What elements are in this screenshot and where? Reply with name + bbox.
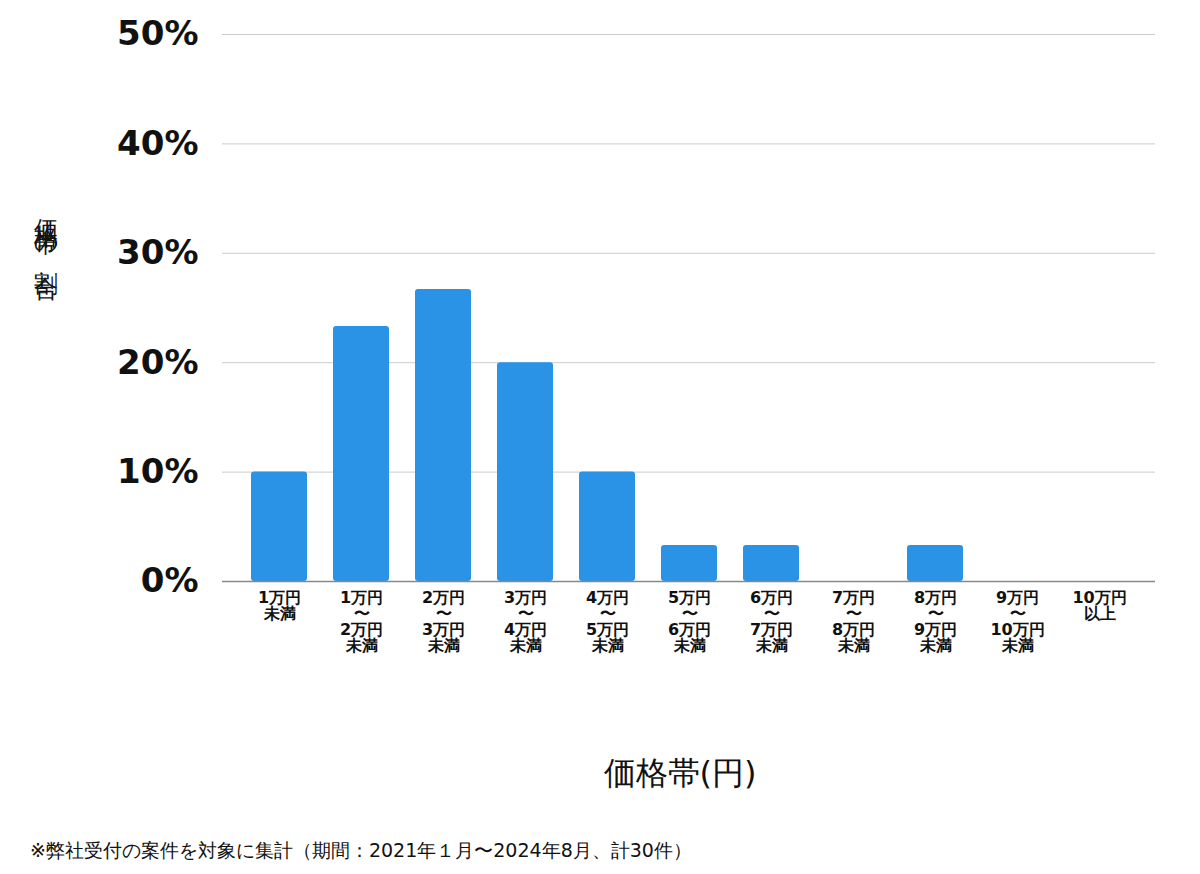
svg-text:2万円〜3万円未満: 2万円〜3万円未満 [422,588,465,655]
html-text:価格帯の割合: 価格帯の割合 [32,200,60,263]
svg-text:3万円〜4万円未満: 3万円〜4万円未満 [504,588,547,655]
svg-text:8万円〜9万円未満: 8万円〜9万円未満 [914,588,957,655]
svg-text:1万円未満: 1万円未満 [258,588,301,623]
svg-text:10万円以上: 10万円以上 [1072,588,1126,623]
svg-text:10%: 10% [117,451,198,491]
svg-text:30%: 30% [117,232,198,272]
svg-text:20%: 20% [117,342,198,382]
svg-text:6万円〜7万円未満: 6万円〜7万円未満 [750,588,793,655]
svg-text:9万円〜10万円未満: 9万円〜10万円未満 [990,588,1044,655]
html-text:※弊社受付の案件を対象に集計（期間：2021年１月〜2024: ※弊社受付の案件を対象に集計（期間：2021年１月〜2024年8月、計30件） [30,839,692,861]
svg-text:1万円〜2万円未満: 1万円〜2万円未満 [340,588,383,655]
svg-text:40%: 40% [117,123,198,163]
svg-text:5万円〜6万円未満: 5万円〜6万円未満 [668,588,711,655]
svg-text:4万円〜5万円未満: 4万円〜5万円未満 [586,588,629,655]
svg-text:0%: 0% [141,560,199,600]
html-text:価格帯(円): 価格帯(円) [603,754,757,792]
svg-text:7万円〜8万円未満: 7万円〜8万円未満 [832,588,875,655]
svg-text:50%: 50% [117,13,198,53]
